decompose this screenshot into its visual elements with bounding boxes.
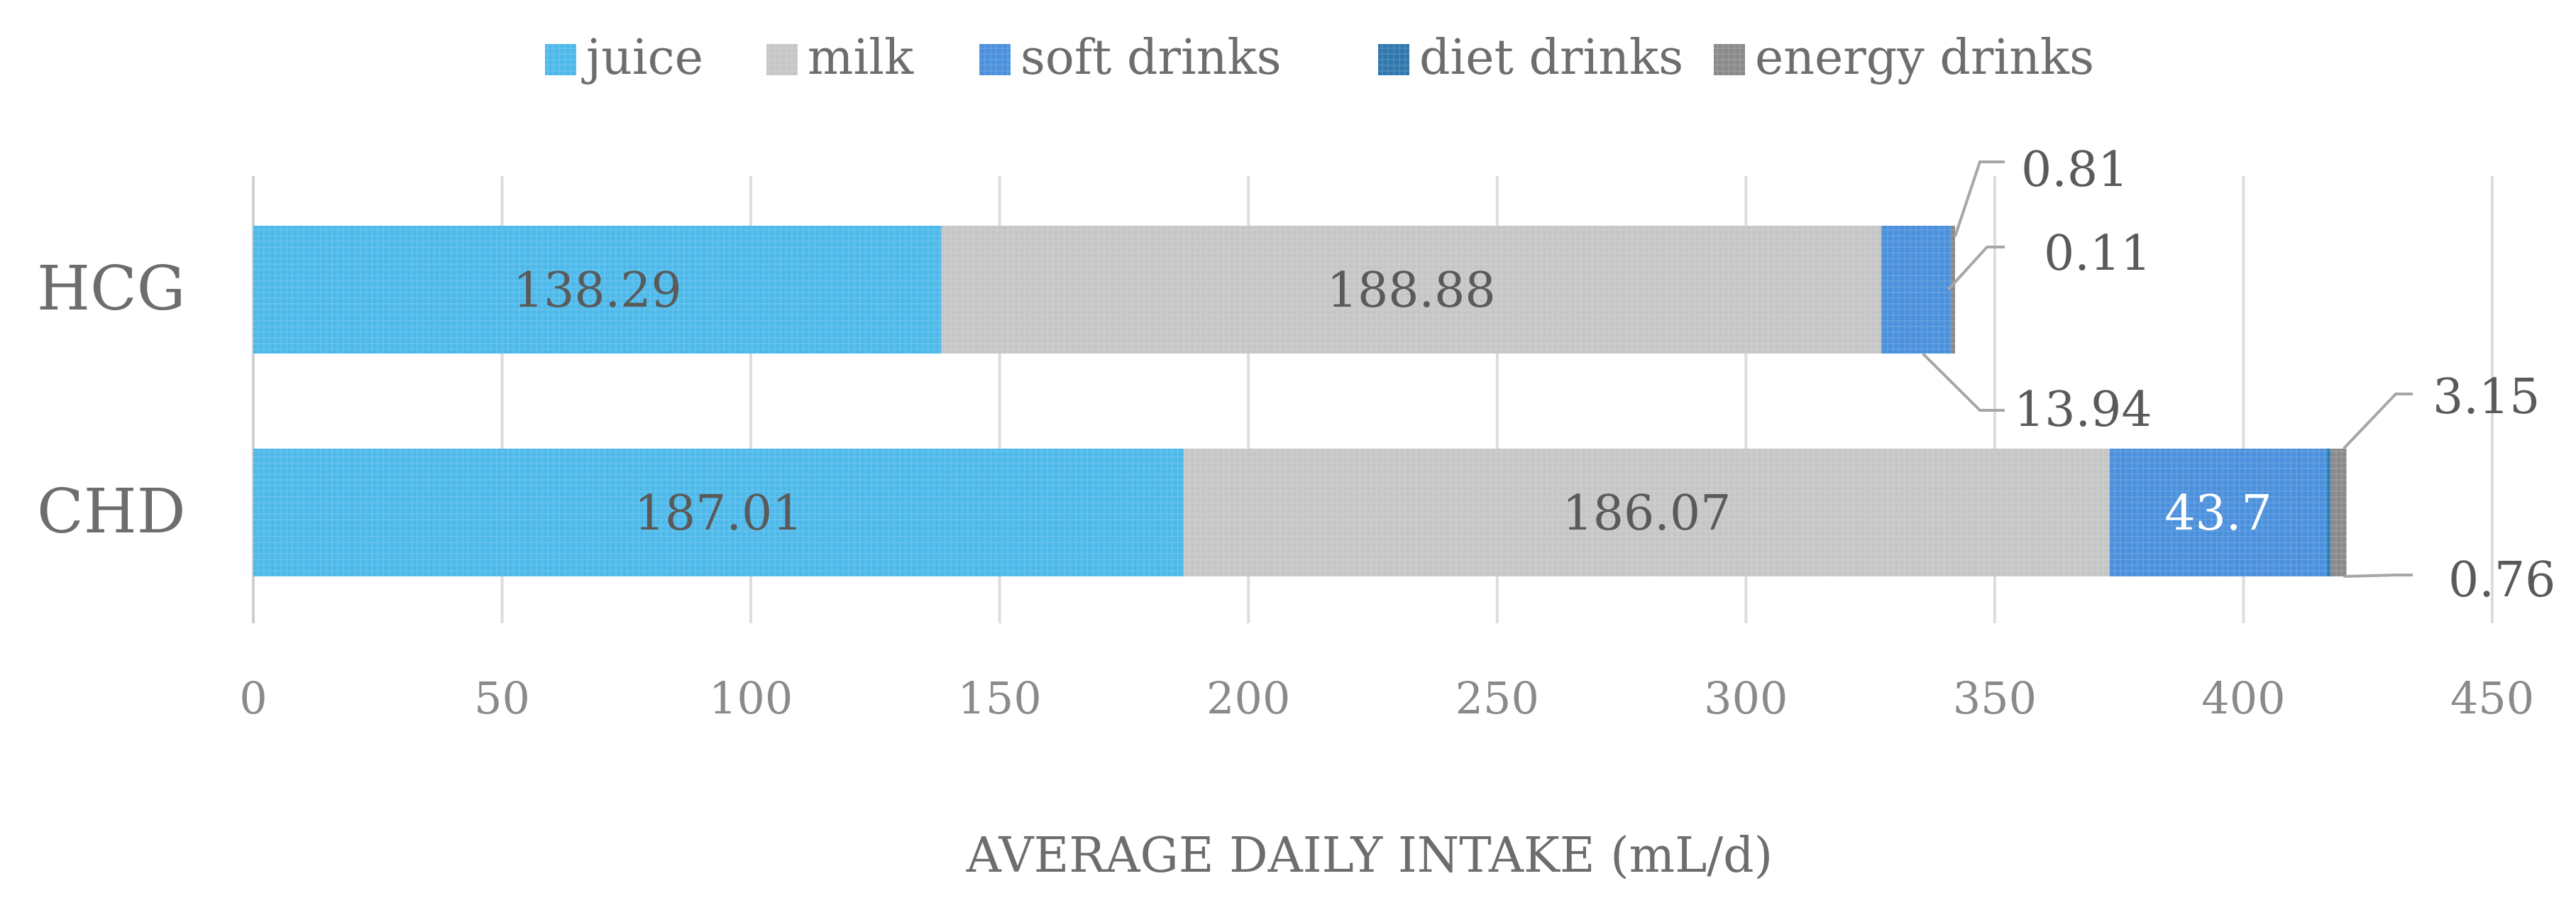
data-label-chd-diet-drinks: 0.76: [2448, 552, 2555, 608]
x-axis-title: AVERAGE DAILY INTAKE (mL/d): [966, 828, 1773, 884]
data-label-hcg-soft-drinks: 13.94: [2014, 382, 2152, 438]
legend-item-juice[interactable]: juice: [545, 30, 703, 86]
data-label-hcg-energy-drinks: 0.81: [2021, 142, 2128, 198]
leader-line-chd-diet-drinks: [2343, 574, 2413, 578]
x-tick-label-250: 250: [1455, 672, 1539, 724]
legend-swatch-soft-drinks: [979, 44, 1011, 75]
leader-line-chd-energy-drinks: [2343, 393, 2413, 450]
x-tick-label-450: 450: [2450, 672, 2534, 724]
bar-chd-soft-drinks[interactable]: [2109, 449, 2328, 576]
bar-chd-milk[interactable]: [1184, 449, 2110, 576]
bars: [253, 226, 2347, 576]
bar-hcg-juice[interactable]: [253, 226, 942, 354]
legend-swatch-energy-drinks: [1714, 44, 1745, 75]
legend-label-soft-drinks: soft drinks: [1020, 30, 1282, 86]
legend-item-energy-drinks[interactable]: energy drinks: [1714, 30, 2094, 86]
legend-label-diet-drinks: diet drinks: [1419, 30, 1683, 86]
legend[interactable]: juice milk soft drinks diet drinks energy dr…: [545, 30, 2094, 86]
legend-label-juice: juice: [581, 30, 703, 86]
x-tick-label-200: 200: [1206, 672, 1290, 724]
data-label-chd-milk: 186.07: [1562, 486, 1731, 542]
bar-chd-energy-drinks[interactable]: [2330, 449, 2347, 576]
data-labels: 138.29 188.88 13.94 0.11 0.81 187.01 186.07 43.…: [513, 142, 2556, 608]
legend-item-milk[interactable]: milk: [766, 30, 914, 86]
data-label-hcg-milk: 188.88: [1327, 263, 1496, 319]
data-label-hcg-juice: 138.29: [513, 263, 682, 319]
x-tick-label-150: 150: [957, 672, 1041, 724]
data-label-hcg-diet-drinks: 0.11: [2044, 226, 2151, 282]
legend-label-energy-drinks: energy drinks: [1755, 30, 2094, 86]
bar-chd-juice[interactable]: [253, 449, 1184, 576]
leader-line-hcg-energy-drinks: [1954, 160, 2005, 237]
legend-swatch-diet-drinks: [1378, 44, 1409, 75]
y-category-label-chd: CHD: [37, 476, 186, 547]
bar-hcg-soft-drinks[interactable]: [1881, 226, 1951, 354]
data-label-chd-energy-drinks: 3.15: [2433, 369, 2540, 425]
x-tick-label-50: 50: [474, 672, 530, 724]
legend-item-diet-drinks[interactable]: diet drinks: [1378, 30, 1683, 86]
data-label-chd-soft-drinks: 43.7: [2164, 486, 2272, 542]
legend-swatch-milk: [766, 44, 798, 75]
axes: 0 50 100 150 200 250 300 350 400 450 HCG CHD: [37, 253, 2534, 724]
legend-label-milk: milk: [808, 30, 914, 86]
legend-item-soft-drinks[interactable]: soft drinks: [979, 30, 1282, 86]
x-tick-label-350: 350: [1953, 672, 2037, 724]
x-tick-label-0: 0: [239, 672, 267, 724]
bar-hcg-diet-drinks[interactable]: [1950, 226, 1952, 354]
data-label-chd-juice: 187.01: [634, 486, 803, 542]
bar-chd-diet-drinks[interactable]: [2327, 449, 2331, 576]
leader-line-hcg-diet-drinks: [1947, 246, 2005, 291]
x-tick-label-400: 400: [2201, 672, 2285, 724]
leader-line-hcg-soft-drinks: [1922, 352, 2005, 412]
y-category-label-hcg: HCG: [37, 253, 186, 324]
bar-hcg-energy-drinks[interactable]: [1951, 226, 1956, 354]
x-tick-label-300: 300: [1704, 672, 1788, 724]
bar-hcg-milk[interactable]: [941, 226, 1881, 354]
legend-swatch-juice: [545, 44, 576, 75]
x-tick-label-100: 100: [709, 672, 793, 724]
